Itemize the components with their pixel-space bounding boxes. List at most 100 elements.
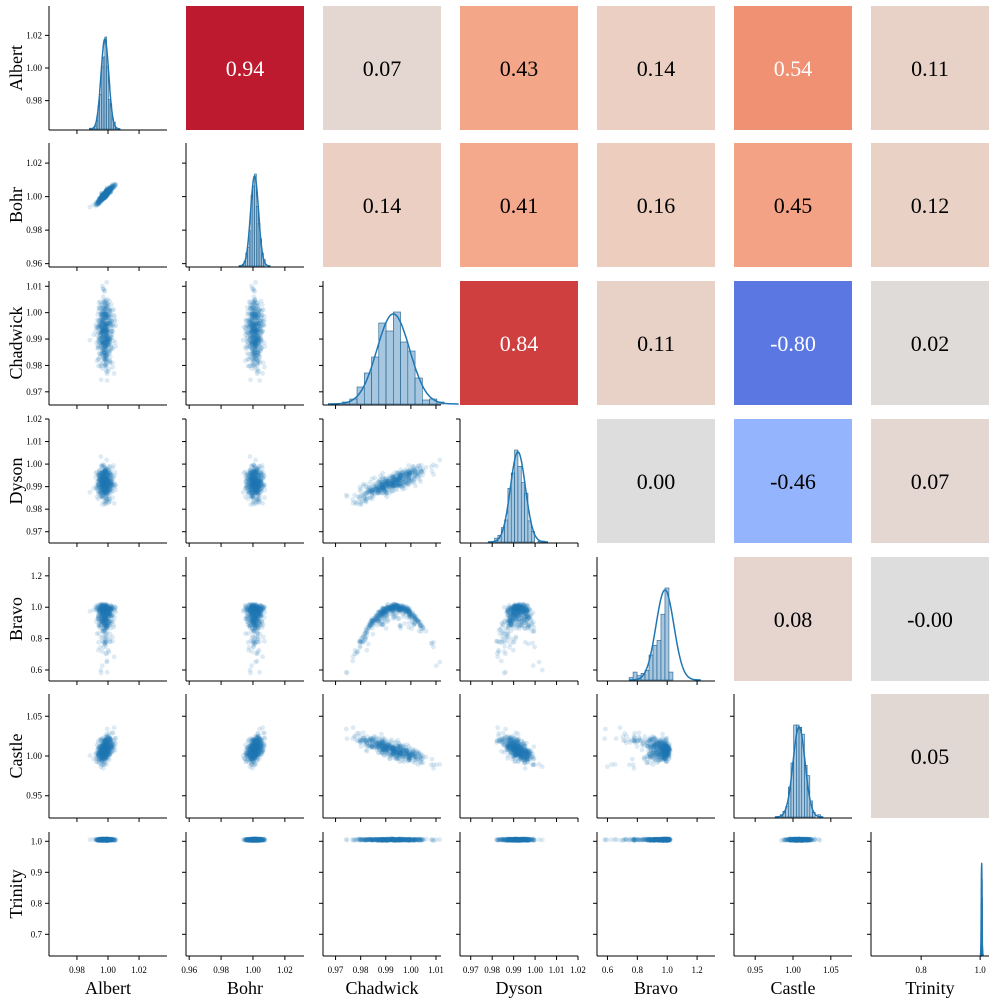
scatter-point [253,651,259,656]
scatter-point [112,615,117,620]
correlation-label: 0.45 [774,193,813,218]
scatter-point [100,609,106,615]
scatter-point [104,321,110,326]
scatter-point [103,303,109,309]
histogram-bar [385,330,394,405]
scatter-point [98,196,104,201]
scatter-point [409,610,414,616]
scatter-point [253,367,259,373]
scatter-point [99,325,104,331]
scatter-point [104,625,110,631]
scatter-point [261,605,267,611]
scatter-point [106,187,111,193]
scatter-point [350,497,356,502]
scatter-point [101,195,106,200]
scatter-point [429,641,435,647]
scatter-point [111,500,117,506]
scatter-point [249,663,254,669]
scatter-point [96,201,101,207]
scatter-point [112,314,117,319]
histogram-bar [392,311,401,405]
scatter-point [256,606,262,611]
scatter-point [253,303,258,309]
scatter-point [101,193,106,199]
scatter-point [97,200,102,205]
scatter-point [99,195,105,201]
histogram-bar [400,341,409,405]
scatter-point [261,473,267,478]
scatter-point [100,195,106,201]
panel-dyson-chadwick [319,418,443,547]
scatter-point [248,502,254,507]
scatter-point [109,186,114,192]
scatter-point [96,199,101,205]
scatter-point [350,654,356,660]
scatter-point [370,631,376,637]
scatter-point [101,192,107,198]
scatter-point [109,302,114,308]
scatter-point [402,621,408,626]
scatter-point [110,183,115,189]
scatter-point [247,667,253,673]
scatter-point [99,663,105,669]
scatter-point [384,494,390,500]
scatter-point [98,454,104,459]
scatter-point [391,488,397,494]
scatter-point [101,475,107,481]
panel-bravo-bohr [182,557,304,685]
panel-dyson-albert [45,418,167,547]
scatter-point [104,188,109,194]
scatter-point [418,462,424,468]
panel-albert-bravo: 0.14 [597,6,715,130]
scatter-point [96,631,102,636]
scatter-point [255,640,260,645]
scatter-point [101,343,106,348]
scatter-point [101,192,106,198]
scatter-point [108,188,114,194]
scatter-point [112,605,118,611]
correlation-label: -0.80 [770,331,816,356]
scatter-point [437,659,443,665]
scatter-point [109,335,115,341]
panel-bravo-albert [45,557,167,685]
heatmap-cell [323,6,441,130]
scatter-point [433,663,439,669]
scatter-point [248,609,254,615]
panel-albert-dyson: 0.43 [460,6,578,130]
correlation-label: 0.00 [637,469,676,494]
panel-bohr-dyson: 0.41 [460,143,578,267]
scatter-point [262,364,267,370]
scatter-point [255,352,261,358]
histogram-bar [517,465,522,543]
scatter-point [102,191,108,197]
scatter-point [95,200,101,206]
scatter-point [105,188,111,194]
scatter-point [423,464,429,470]
scatter-point [104,457,110,463]
scatter-point [101,348,107,353]
scatter-point [97,200,102,206]
scatter-point [108,184,113,190]
scatter-point [256,493,262,499]
scatter-point [246,356,252,362]
scatter-point [103,189,109,194]
scatter-point [421,624,426,630]
scatter-point [421,469,426,474]
scatter-point [106,478,111,484]
scatter-point [99,197,104,203]
scatter-point [105,190,111,196]
scatter-point [107,186,113,192]
scatter-point [379,622,385,628]
scatter-point [98,197,103,203]
correlation-label: 0.16 [637,193,676,218]
scatter-point [100,195,106,201]
scatter-point [99,195,105,201]
scatter-point [109,184,115,189]
scatter-point [103,190,108,196]
scatter-point [94,200,100,206]
scatter-point [97,197,103,203]
panel-albert-trinity: 0.11 [871,6,989,130]
scatter-point [107,187,113,192]
scatter-point [256,326,262,332]
scatter-point [343,492,349,498]
